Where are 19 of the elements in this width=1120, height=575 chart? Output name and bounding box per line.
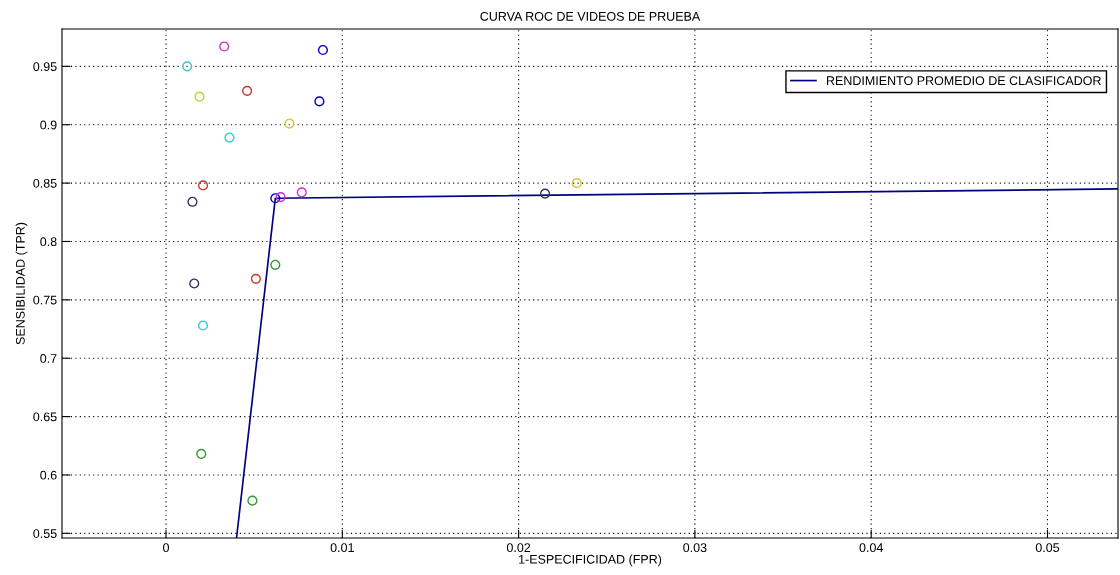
y-tick-label: 0.6: [40, 470, 57, 480]
y-tick-label: 0.9: [40, 120, 57, 130]
legend-label: RENDIMIENTO PROMEDIO DE CLASIFICADOR: [826, 76, 1101, 86]
x-tick-label: 0.04: [859, 543, 883, 553]
x-axis-title: 1-ESPECIFICIDAD (FPR): [519, 554, 662, 567]
y-tick-label: 0.65: [33, 412, 57, 422]
x-tick-label: 0.03: [683, 543, 707, 553]
x-tick-label: 0.01: [330, 543, 354, 553]
y-tick-label: 0.95: [33, 62, 57, 72]
y-tick-label: 0.55: [33, 529, 57, 538]
y-tick-label: 0.75: [33, 295, 57, 305]
y-axis-title: SENSIBILIDAD (TPR): [15, 222, 28, 345]
y-tick-label: 0.85: [33, 178, 57, 188]
y-tick-label: 0.7: [40, 354, 57, 363]
x-tick-label: 0.02: [506, 543, 531, 553]
x-tick-label: 0: [163, 543, 169, 553]
x-tick-label: 0.05: [1035, 543, 1060, 553]
y-tick-label: 0.8: [40, 237, 57, 247]
chart-title: CURVA ROC DE VIDEOS DE PRUEBA: [480, 11, 701, 21]
